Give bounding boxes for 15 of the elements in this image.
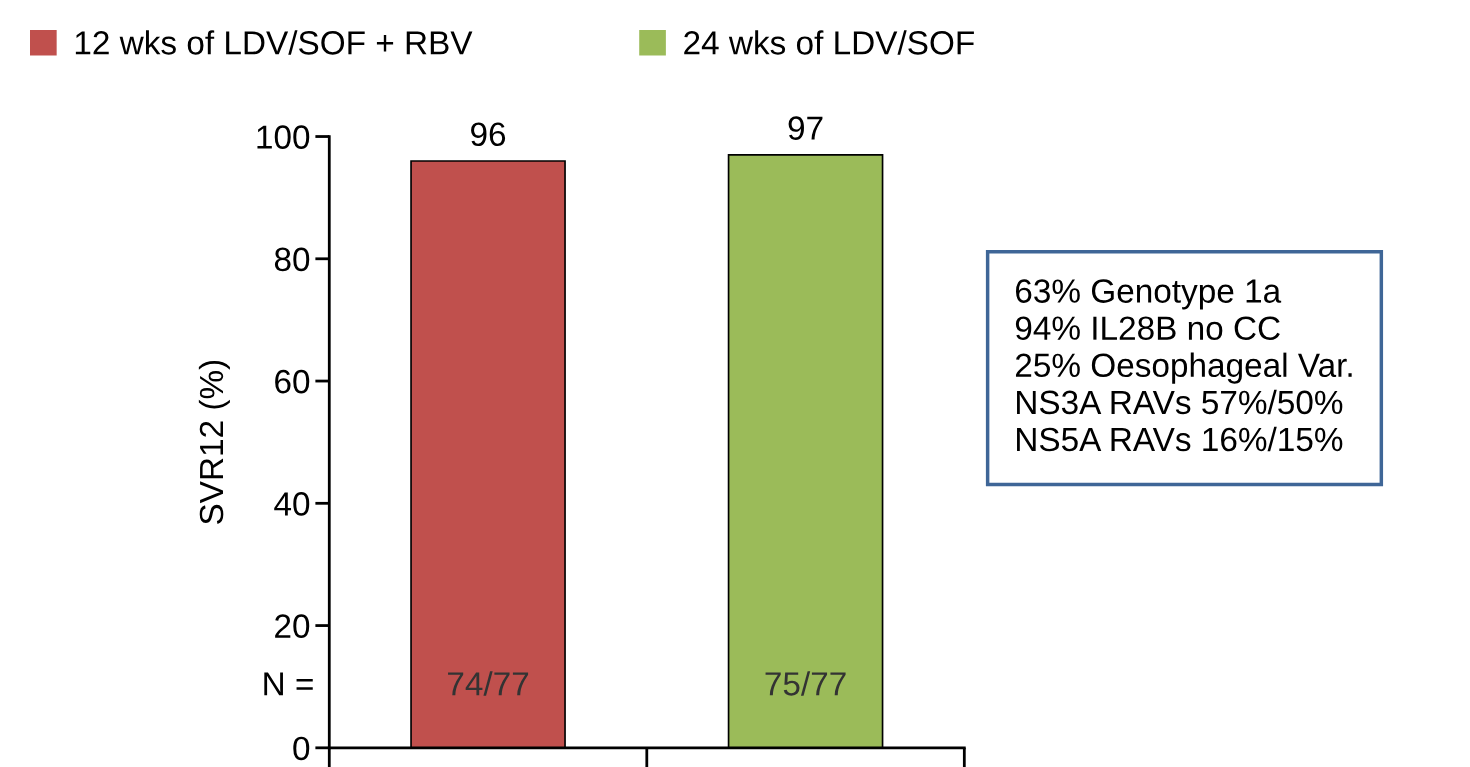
- y-tick-label: 40: [274, 492, 310, 516]
- text: N =: [264, 672, 313, 696]
- annotation: 75/77: [765, 671, 846, 696]
- legend-label: 24 wks of LDV/SOF: [684, 30, 974, 55]
- y-axis-title: SVR12 (%): [198, 360, 230, 525]
- y-tick-label: 0: [293, 736, 310, 761]
- y-tick-label: 20: [275, 614, 310, 638]
- y-tick-label: 100: [257, 125, 310, 149]
- legend-label: 12 wks of LDV/SOF + RBV: [75, 30, 473, 55]
- text: 63% Genotype 1a 94% IL28B no CC 25% Oesophageal Var. NS3A RAVs 57%/50% NS5A RAVs 16%/15%: [1015, 279, 1352, 452]
- annotation: 74/77: [448, 671, 529, 696]
- data-label: 97: [788, 116, 823, 140]
- y-tick-label: 60: [275, 369, 310, 394]
- y-tick-label: 80: [274, 247, 310, 272]
- data-label: 96: [471, 122, 506, 147]
